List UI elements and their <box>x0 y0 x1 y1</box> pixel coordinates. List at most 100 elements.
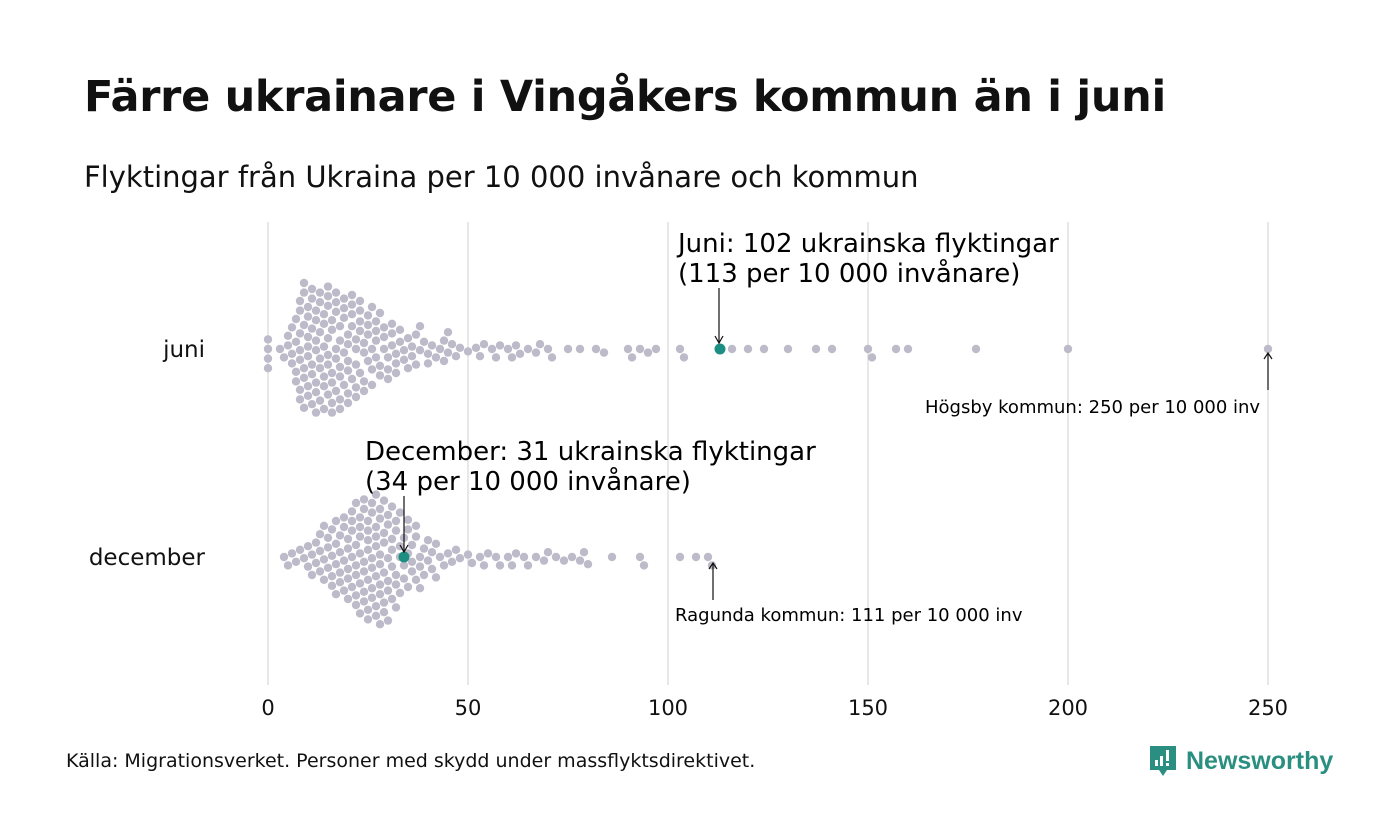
dot-juni <box>359 386 369 396</box>
dot-juni <box>395 337 405 346</box>
dot-december <box>315 546 325 556</box>
dot-juni <box>263 344 273 354</box>
dot-december <box>315 530 325 539</box>
dot-juni <box>423 359 433 368</box>
dot-juni <box>303 352 313 361</box>
dot-december <box>639 561 649 570</box>
dot-december <box>383 520 393 529</box>
dot-juni <box>323 390 333 399</box>
newsworthy-logo[interactable]: Newsworthy <box>1148 744 1333 778</box>
dot-juni <box>347 290 357 300</box>
dot-juni <box>295 395 305 404</box>
dot-juni <box>295 306 305 315</box>
juni-annotation-line1: Juni: 102 ukrainska flyktingar <box>676 229 1059 259</box>
dot-juni <box>343 330 353 339</box>
dot-december <box>307 550 317 559</box>
dot-juni <box>343 356 353 366</box>
dot-juni <box>299 364 309 373</box>
dot-juni <box>651 344 661 354</box>
dot-juni <box>371 326 381 336</box>
dot-juni <box>331 354 341 363</box>
dot-december <box>451 545 461 554</box>
dot-juni <box>783 344 793 354</box>
dot-juni <box>563 344 573 354</box>
dot-december <box>391 516 401 526</box>
dot-december <box>295 545 305 554</box>
dot-juni <box>627 353 637 362</box>
dot-juni <box>343 340 353 349</box>
dot-juni <box>339 313 349 322</box>
dot-juni <box>355 326 365 336</box>
dot-juni <box>283 341 293 350</box>
dot-december <box>375 590 385 599</box>
dot-juni <box>679 353 689 362</box>
dot-juni <box>307 400 317 409</box>
dot-december <box>367 593 377 602</box>
dot-juni <box>355 368 365 378</box>
dot-juni <box>375 361 385 370</box>
dot-juni <box>827 344 837 354</box>
december-annotation-line2: (34 per 10 000 invånare) <box>365 466 691 497</box>
dot-december <box>343 534 353 544</box>
dot-juni <box>1263 344 1273 354</box>
dot-juni <box>387 319 397 328</box>
dot-december <box>403 582 413 592</box>
dot-juni <box>311 408 321 417</box>
dot-juni <box>303 332 313 342</box>
x-tick-label: 50 <box>455 696 482 720</box>
dot-december <box>379 608 389 617</box>
dot-december <box>439 561 449 570</box>
dot-juni <box>335 404 345 414</box>
newsworthy-logo-icon <box>1150 746 1176 776</box>
ragunda-arrowhead-icon <box>708 561 718 570</box>
dot-december <box>315 567 325 576</box>
dot-december <box>323 543 333 552</box>
dot-december <box>363 545 373 554</box>
highlight-dot-december <box>398 551 410 563</box>
dot-juni <box>327 316 337 325</box>
dot-juni <box>387 329 397 338</box>
dot-december <box>335 548 345 557</box>
dot-juni <box>315 354 325 363</box>
juni-annotation-line2: (113 per 10 000 invånare) <box>678 258 1020 289</box>
x-tick-label: 250 <box>1248 696 1288 720</box>
dot-juni <box>295 296 305 306</box>
dot-december <box>379 528 389 538</box>
dot-december <box>403 515 413 524</box>
dot-december <box>359 557 369 566</box>
dot-juni <box>351 360 361 369</box>
dot-december <box>335 578 345 587</box>
dot-december <box>347 516 357 526</box>
dot-december <box>311 558 321 568</box>
dot-juni <box>323 360 333 369</box>
december-annotation-line1: December: 31 ukrainska flyktingar <box>365 437 816 467</box>
dot-juni <box>311 378 321 387</box>
dot-december <box>351 591 361 600</box>
dot-december <box>323 563 333 572</box>
dot-juni <box>315 328 325 337</box>
dot-december <box>363 536 373 545</box>
dot-juni <box>623 344 633 354</box>
dot-juni <box>351 392 361 402</box>
dot-december <box>531 552 541 562</box>
dot-juni <box>323 301 333 310</box>
dot-december <box>347 552 357 562</box>
dot-december <box>391 580 401 589</box>
dot-december <box>463 550 473 559</box>
dot-juni <box>759 344 769 354</box>
dot-december <box>363 526 373 535</box>
dot-juni <box>383 374 393 384</box>
dot-juni <box>403 364 413 373</box>
dot-juni <box>427 341 437 350</box>
dot-juni <box>455 343 465 352</box>
dot-juni <box>419 337 429 346</box>
dot-juni <box>339 294 349 303</box>
dot-juni <box>339 304 349 313</box>
dot-juni <box>491 353 501 362</box>
dot-juni <box>295 346 305 355</box>
dot-december <box>371 490 381 499</box>
dot-december <box>455 554 465 563</box>
dot-juni <box>363 356 373 366</box>
dot-juni <box>347 374 357 384</box>
dot-juni <box>331 298 341 307</box>
